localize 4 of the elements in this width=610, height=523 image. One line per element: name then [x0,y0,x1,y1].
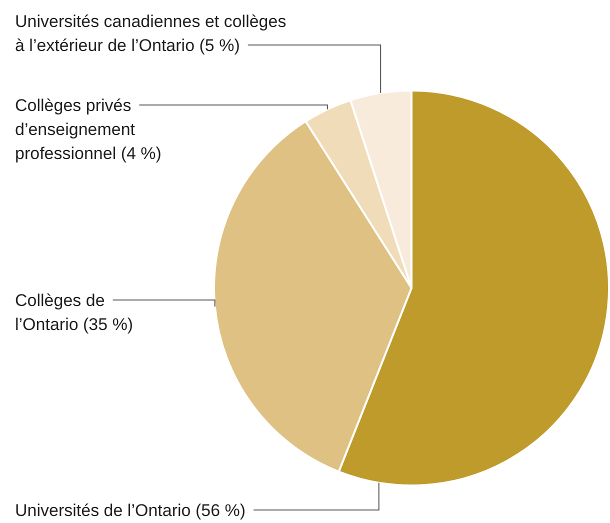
slice-label: Collèges privés d’enseignement professionnel (4 %) [15,96,162,163]
slice-label: Universités canadiennes et collèges à l’extérieur de l’Ontario (5 %) [15,12,286,55]
slice-label: Collèges de l’Ontario (35 %) [15,291,134,334]
slice-label: Universités de l’Ontario (56 %) [15,501,246,520]
